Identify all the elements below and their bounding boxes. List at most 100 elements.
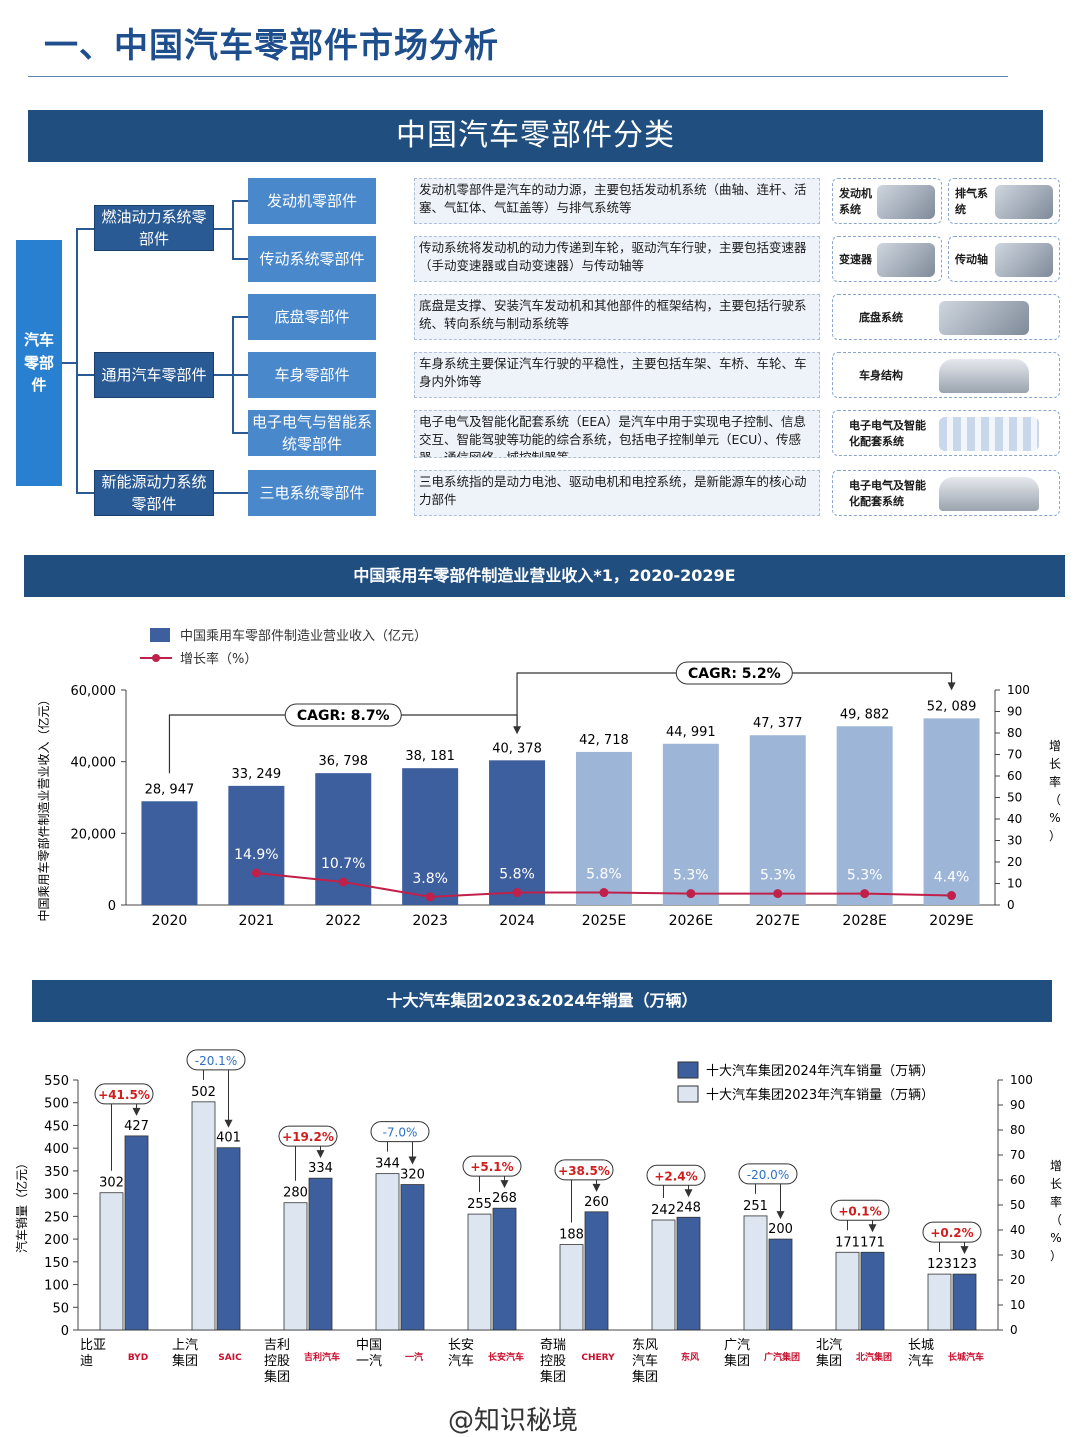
- growth-label: 5.8%: [499, 867, 535, 883]
- cagr-label-2: CAGR: 5.2%: [688, 666, 781, 682]
- growth-label: 3.8%: [412, 871, 448, 887]
- growth-label: 5.3%: [673, 868, 709, 884]
- change-arrow: [500, 1180, 509, 1189]
- connector: [76, 228, 94, 230]
- sales-bar-2023: [467, 1213, 492, 1331]
- x-tick-label: 2024: [499, 913, 535, 929]
- exhaust-image: 排气系统: [948, 178, 1060, 224]
- category-label: 吉利控股集团: [264, 1338, 290, 1385]
- connector: [214, 492, 248, 494]
- change-arrow: [132, 1107, 141, 1116]
- y-tick-label: 0: [61, 1324, 69, 1339]
- sales-label-2023: 171: [835, 1235, 860, 1250]
- sales-bar-2023: [99, 1192, 124, 1331]
- change-arrow: [592, 1183, 601, 1192]
- category-label: 广汽集团: [724, 1338, 750, 1369]
- y2-tick-label: 20: [1007, 855, 1022, 869]
- y2-tick-label: 70: [1010, 1148, 1025, 1162]
- growth-point: [251, 868, 261, 878]
- gearbox-photo: [877, 243, 935, 277]
- sales-label-2024: 200: [768, 1222, 793, 1237]
- change-label: +5.1%: [470, 1160, 513, 1174]
- revenue-bar: [402, 768, 459, 905]
- revenue-bar-label: 40, 378: [492, 741, 542, 756]
- y2-tick-label: 60: [1010, 1173, 1025, 1187]
- change-arrow: [960, 1246, 969, 1255]
- y2-tick-label: 0: [1007, 898, 1015, 912]
- 3e-image: 电子电气及智能化配套系统: [832, 470, 1060, 516]
- connector: [76, 374, 94, 376]
- sales-label-2024: 123: [952, 1257, 977, 1272]
- desc-engine: 发动机零部件是汽车的动力源，主要包括发动机系统（曲轴、连杆、活塞、气缸体、气缸盖…: [414, 178, 820, 224]
- change-label: +0.1%: [838, 1204, 881, 1218]
- page-title: 一、中国汽车零部件市场分析: [44, 26, 499, 66]
- brand-logo: 长安汽车: [488, 1351, 524, 1363]
- change-arrow: [868, 1224, 877, 1233]
- connector: [232, 258, 248, 260]
- sales-label-2023: 123: [927, 1257, 952, 1272]
- x-tick-label: 2029E: [929, 913, 973, 929]
- growth-label: 14.9%: [234, 847, 278, 863]
- change-pill: [186, 1049, 246, 1071]
- legend-swatch-revenue: [150, 628, 170, 642]
- change-label: +41.5%: [98, 1088, 150, 1102]
- revenue-bar: [228, 785, 285, 905]
- category-label: 北汽集团: [816, 1338, 842, 1369]
- sales-bar-2024: [492, 1207, 517, 1331]
- y-tick-label: 150: [44, 1256, 69, 1271]
- growth-point: [773, 889, 783, 899]
- y-tick-label: 550: [44, 1074, 69, 1089]
- change-pill: [738, 1163, 798, 1185]
- y-axis-label: 汽车销量（亿元）: [14, 1157, 29, 1253]
- sales-bar-2024: [676, 1216, 701, 1331]
- revenue-bar: [836, 726, 893, 905]
- connector: [232, 374, 248, 376]
- y2-tick-label: 80: [1007, 726, 1022, 740]
- body-photo: [939, 359, 1029, 393]
- connector: [232, 200, 234, 258]
- sub-engine: 发动机零部件: [248, 178, 376, 224]
- y2-axis-label: 增长率（%）: [1049, 739, 1061, 843]
- change-arrow: [684, 1189, 693, 1198]
- desc-transmission: 传动系统将发动机的动力传递到车轮，驱动汽车行驶，主要包括变速器（手动变速器或自动…: [414, 236, 820, 282]
- sales-label-2024: 260: [584, 1195, 609, 1210]
- sales-bar-2024: [860, 1251, 885, 1331]
- y-tick-label: 500: [44, 1097, 69, 1112]
- sales-bar-2023: [191, 1101, 216, 1331]
- sales-label-2024: 320: [400, 1168, 425, 1183]
- change-arrow: [408, 1156, 417, 1165]
- growth-point: [338, 877, 348, 887]
- connector: [76, 492, 94, 494]
- y2-tick-label: 40: [1010, 1223, 1025, 1237]
- sales-bar-2023: [375, 1173, 400, 1331]
- sales-label-2023: 344: [375, 1157, 400, 1172]
- y-axis-label: 中国乘用车零部件制造业营业收入（亿元）: [36, 693, 51, 921]
- growth-point: [686, 889, 696, 899]
- sales-bar-2024: [584, 1211, 609, 1331]
- desc-chassis: 底盘是支撑、安装汽车发动机和其他部件的框架结构，主要包括行驶系统、转向系统与制动…: [414, 294, 820, 340]
- change-label: -20.1%: [195, 1054, 237, 1068]
- sales-label-2024: 334: [308, 1161, 333, 1176]
- desc-3e: 三电系统指的是动力电池、驱动电机和电控系统，是新能源车的核心动力部件: [414, 470, 820, 516]
- sales-label-2023: 255: [467, 1197, 492, 1212]
- cagr-label-1: CAGR: 8.7%: [297, 708, 390, 724]
- y2-tick-label: 40: [1007, 812, 1022, 826]
- y-tick-label: 250: [44, 1210, 69, 1225]
- change-arrow: [316, 1150, 325, 1159]
- y2-axis-label: 增长率（%）: [1050, 1159, 1062, 1263]
- sales-label-2024: 268: [492, 1191, 517, 1206]
- x-tick-label: 2026E: [669, 913, 713, 929]
- y-tick-label: 100: [44, 1279, 69, 1294]
- sales-label-2023: 502: [191, 1085, 216, 1100]
- legend-marker-growth: [152, 654, 160, 662]
- cagr-pill-1: [284, 703, 402, 727]
- connector: [214, 374, 232, 376]
- gearbox-image: 变速器: [832, 236, 942, 282]
- sales-label-2023: 188: [559, 1228, 584, 1243]
- category-nev: 新能源动力系统零部件: [94, 470, 214, 516]
- sales-bar-2024: [216, 1147, 241, 1331]
- sales-label-2023: 280: [283, 1186, 308, 1201]
- connector: [232, 432, 248, 434]
- y-tick-label: 400: [44, 1142, 69, 1157]
- brand-logo: CHERY: [581, 1353, 615, 1363]
